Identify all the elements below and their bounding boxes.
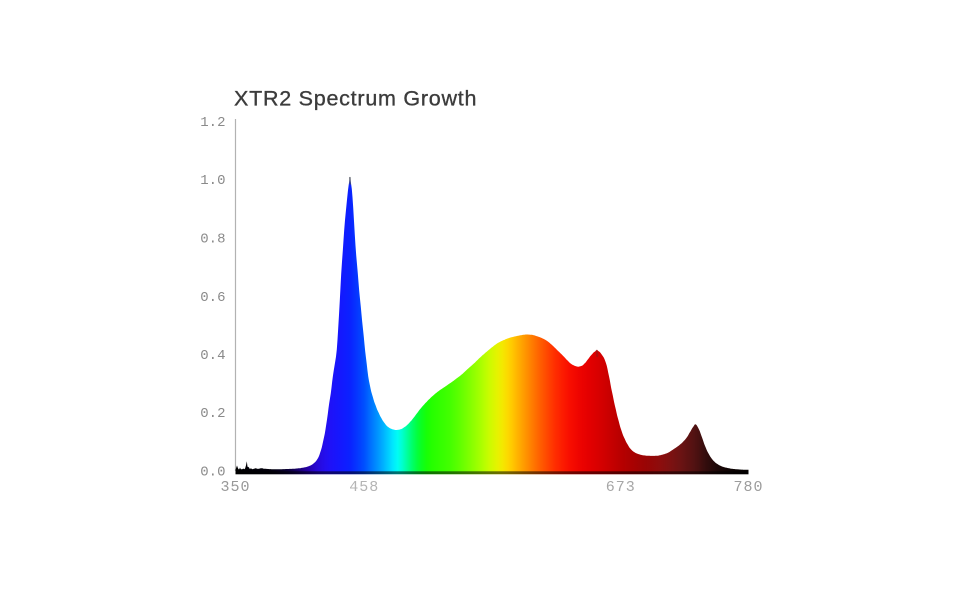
svg-text:0.6: 0.6 [200, 290, 225, 306]
svg-text:0.4: 0.4 [200, 348, 225, 364]
svg-text:0.8: 0.8 [200, 232, 225, 248]
svg-text:350: 350 [220, 479, 250, 496]
svg-text:XTR2 Spectrum Growth: XTR2 Spectrum Growth [234, 87, 477, 111]
svg-text:458: 458 [349, 479, 379, 496]
svg-text:0.2: 0.2 [200, 406, 225, 422]
svg-text:1.0: 1.0 [200, 173, 225, 189]
svg-text:780: 780 [733, 479, 763, 496]
svg-text:673: 673 [606, 479, 636, 496]
svg-text:0.0: 0.0 [200, 465, 225, 481]
svg-text:1.2: 1.2 [200, 115, 225, 131]
